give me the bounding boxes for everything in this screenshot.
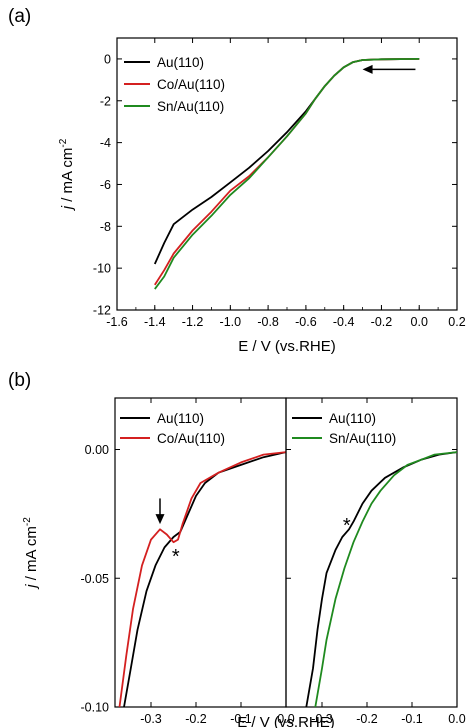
x-axis-title: E / V (vs.RHE) xyxy=(238,338,336,355)
series-group xyxy=(153,58,420,290)
y-tick-label: -0.05 xyxy=(81,572,110,586)
y-tick-label: 0 xyxy=(104,52,111,66)
chart-b-right: -0.3 -0.2 -0.1 0.0 Au(110) Sn/Au(110) * xyxy=(285,397,466,726)
legend-label: Au(110) xyxy=(157,411,204,426)
x-tick-label: -0.8 xyxy=(257,315,279,329)
legend-label: Co/Au(110) xyxy=(157,77,225,92)
legend-label: Au(110) xyxy=(329,411,376,426)
x-tick-label: -0.3 xyxy=(140,712,162,726)
x-tick-label: -0.4 xyxy=(333,315,355,329)
y-tick-label: -4 xyxy=(100,136,111,150)
chart-b-left: -0.3 -0.2 -0.1 0.0 0.00 -0.05 -0.10 Au(110) Co/A… xyxy=(22,397,335,728)
y-tick-label: -6 xyxy=(100,178,111,192)
x-tick-label: 0.0 xyxy=(277,712,294,726)
x-tick-label: -0.2 xyxy=(356,712,378,726)
x-tick-label: -0.6 xyxy=(295,315,317,329)
legend-label: Sn/Au(110) xyxy=(157,99,224,114)
series-line-co-au-110- xyxy=(118,451,286,707)
x-tick-label: -0.1 xyxy=(230,712,252,726)
y-tick-label: -2 xyxy=(100,94,111,108)
x-tick-label: -1.6 xyxy=(106,315,128,329)
panel-b-label: (b) xyxy=(8,370,31,391)
chart-a: -1.6 -1.4 -1.2 -1.0 -0.8 -0.6 -0.4 -0.2 0.0 0.2 0 -… xyxy=(58,37,466,355)
series-line-sn-au-110- xyxy=(314,451,457,707)
x-tick-label: -0.2 xyxy=(185,712,207,726)
x-tick-label: 0.0 xyxy=(411,315,428,329)
x-tick-label: -0.3 xyxy=(311,712,333,726)
annotation-arrowhead xyxy=(155,514,165,525)
y-axis-title: j / mA cm-2 xyxy=(22,517,40,590)
x-tick-label: -1.2 xyxy=(182,315,204,329)
series-group xyxy=(118,451,286,707)
annotation-asterisk: * xyxy=(172,546,180,568)
x-axis-title: E / V (vs.RHE) xyxy=(237,714,335,728)
y-tick-label: -8 xyxy=(100,220,111,234)
series-line-sn-au-110- xyxy=(154,58,420,290)
annotation-asterisk: * xyxy=(343,515,351,537)
y-axis-title: j / mA cm-2 xyxy=(58,138,76,211)
x-tick-label: 0.2 xyxy=(448,315,465,329)
legend-label: Au(110) xyxy=(157,55,204,70)
x-tick-label: -1.0 xyxy=(220,315,242,329)
y-tick-label: 0.00 xyxy=(85,443,109,457)
panel-a-label: (a) xyxy=(8,6,31,27)
annotation-arrowhead xyxy=(362,64,373,74)
plot-frame xyxy=(285,397,458,708)
y-tick-label: -10 xyxy=(93,262,111,276)
x-tick-label: -1.4 xyxy=(144,315,166,329)
x-tick-label: -0.1 xyxy=(401,712,423,726)
series-group xyxy=(305,451,457,707)
legend-label: Co/Au(110) xyxy=(157,431,225,446)
series-line-au-110- xyxy=(123,451,286,707)
x-tick-label: 0.0 xyxy=(448,712,465,726)
series-line-co-au-110- xyxy=(154,58,420,286)
y-tick-label: -12 xyxy=(93,304,111,318)
y-tick-label: -0.10 xyxy=(81,701,110,715)
legend-label: Sn/Au(110) xyxy=(329,431,396,446)
x-tick-label: -0.2 xyxy=(371,315,393,329)
